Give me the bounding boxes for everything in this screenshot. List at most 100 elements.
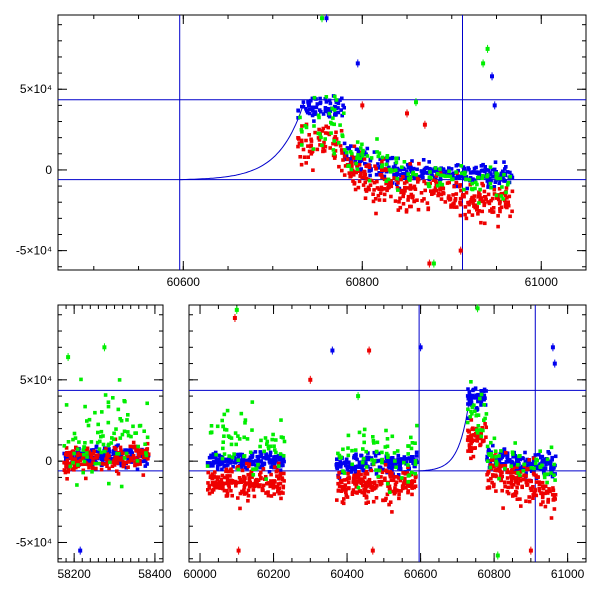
data-point xyxy=(425,170,429,175)
data-point xyxy=(439,185,443,190)
data-point xyxy=(378,482,383,487)
data-point xyxy=(384,162,389,167)
data-point xyxy=(366,479,370,484)
data-point xyxy=(136,444,140,449)
data-point xyxy=(518,473,522,477)
data-point xyxy=(480,199,485,203)
data-point xyxy=(408,484,412,488)
data-point xyxy=(339,129,344,133)
data-point xyxy=(227,457,231,461)
data-point xyxy=(475,431,480,435)
data-point xyxy=(500,185,504,189)
data-point xyxy=(380,187,384,192)
data-point xyxy=(493,160,498,164)
data-point xyxy=(374,449,379,454)
data-point xyxy=(302,155,307,159)
data-point xyxy=(354,161,358,166)
data-point xyxy=(334,113,338,117)
data-point xyxy=(387,484,392,489)
data-point xyxy=(112,446,117,450)
data-point xyxy=(433,166,438,170)
data-point xyxy=(131,453,136,458)
data-point xyxy=(501,453,505,458)
plot-frame xyxy=(188,304,587,563)
data-point xyxy=(490,454,494,459)
data-point xyxy=(540,458,545,463)
data-point xyxy=(353,187,358,192)
data-point xyxy=(84,453,88,457)
data-point xyxy=(301,147,306,152)
data-point xyxy=(383,478,387,482)
data-point xyxy=(259,470,263,475)
data-point xyxy=(122,456,127,460)
data-point xyxy=(262,449,266,454)
data-point xyxy=(510,450,515,454)
data-point xyxy=(472,403,476,407)
x-tick-label: 60600 xyxy=(404,567,438,581)
data-point xyxy=(222,459,227,464)
data-point xyxy=(109,457,113,461)
data-point xyxy=(475,439,480,443)
data-point xyxy=(74,465,78,470)
data-point xyxy=(388,490,392,494)
data-point xyxy=(434,188,439,193)
outlier-point xyxy=(360,103,365,108)
data-point xyxy=(519,504,523,508)
data-point xyxy=(229,488,233,493)
data-point xyxy=(491,210,496,214)
data-point xyxy=(265,439,270,444)
data-point xyxy=(346,453,351,458)
data-point xyxy=(238,491,243,496)
data-point xyxy=(449,167,454,171)
data-point xyxy=(359,158,364,163)
series-red xyxy=(62,314,558,555)
data-point xyxy=(324,124,328,129)
data-point xyxy=(518,478,523,483)
data-point xyxy=(383,445,388,449)
data-point xyxy=(79,377,83,382)
data-point xyxy=(210,476,215,481)
data-point xyxy=(339,108,343,112)
data-point xyxy=(123,448,127,452)
model-curve xyxy=(419,392,471,472)
data-point xyxy=(361,483,365,488)
data-point xyxy=(473,396,478,400)
data-point xyxy=(353,482,357,486)
data-point xyxy=(143,459,148,463)
data-point xyxy=(342,173,347,177)
data-point xyxy=(281,463,285,468)
data-point xyxy=(246,499,250,503)
data-point xyxy=(543,457,547,461)
data-point xyxy=(544,462,548,467)
data-point xyxy=(436,193,440,198)
data-point xyxy=(422,197,426,201)
data-point xyxy=(535,458,539,463)
data-point xyxy=(98,439,102,444)
data-point xyxy=(277,486,281,490)
data-point xyxy=(242,483,247,488)
data-point xyxy=(485,173,490,177)
data-point xyxy=(469,400,474,404)
data-point xyxy=(225,478,230,483)
data-point xyxy=(466,435,470,439)
data-point xyxy=(388,474,393,479)
data-point xyxy=(387,165,391,170)
data-point xyxy=(353,475,357,480)
data-point xyxy=(439,192,444,197)
data-point xyxy=(454,163,459,168)
data-point xyxy=(483,169,487,174)
data-point xyxy=(402,458,406,463)
series-green xyxy=(62,304,557,560)
data-point xyxy=(444,169,448,174)
data-point xyxy=(377,480,381,484)
data-point xyxy=(546,498,550,503)
data-point xyxy=(478,176,483,180)
data-point xyxy=(228,474,232,478)
data-point xyxy=(506,480,511,485)
data-point xyxy=(79,453,83,457)
data-point xyxy=(470,396,475,400)
data-point xyxy=(399,177,403,182)
data-point xyxy=(540,480,545,485)
data-point xyxy=(116,456,121,461)
data-point xyxy=(453,176,458,180)
